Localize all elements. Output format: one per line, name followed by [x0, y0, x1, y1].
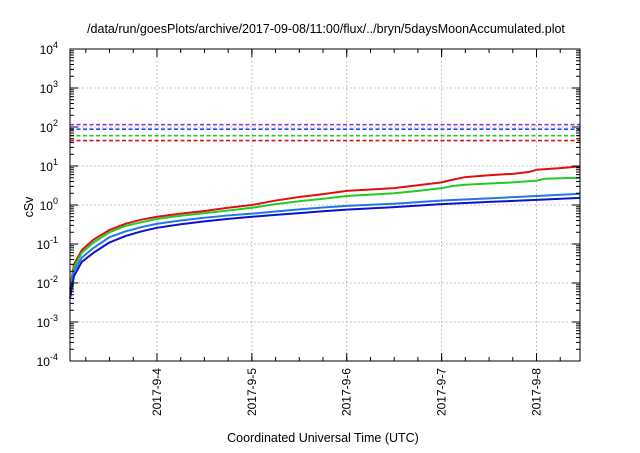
y-tick-label: 101	[40, 157, 58, 174]
x-tick-label: 2017-9-6	[340, 368, 354, 416]
y-tick-labels: 10-4 10-3 10-2 10-1 100 101 102 103 104	[37, 40, 58, 369]
y-tick-label: 10-2	[37, 274, 58, 291]
series-line	[69, 165, 581, 290]
grid	[70, 49, 580, 361]
series-lines	[69, 165, 581, 299]
y-tick-label: 102	[40, 118, 58, 135]
y-axis-label: cSv	[22, 196, 36, 218]
y-tick-label: 10-1	[37, 235, 58, 252]
y-tick-label: 10-3	[37, 313, 58, 330]
x-tick-labels: 2017-9-4 2017-9-5 2017-9-6 2017-9-7 2017-9-8	[150, 368, 544, 416]
y-tick-label: 103	[40, 79, 58, 96]
y-tick-label: 100	[40, 196, 58, 213]
x-tick-label: 2017-9-7	[435, 368, 449, 416]
series-line	[69, 192, 581, 295]
x-tick-label: 2017-9-5	[245, 368, 259, 416]
x-axis-label: Coordinated Universal Time (UTC)	[227, 431, 419, 445]
reference-lines	[70, 123, 580, 142]
series-line	[69, 196, 581, 299]
x-tick-label: 2017-9-4	[150, 368, 164, 416]
y-tick-label: 10-4	[37, 352, 58, 369]
x-tick-label: 2017-9-8	[530, 368, 544, 416]
tick-marks	[70, 48, 580, 362]
series-line	[69, 176, 581, 292]
y-tick-label: 104	[40, 40, 58, 57]
chart-title: /data/run/goesPlots/archive/2017-09-08/1…	[87, 22, 565, 36]
